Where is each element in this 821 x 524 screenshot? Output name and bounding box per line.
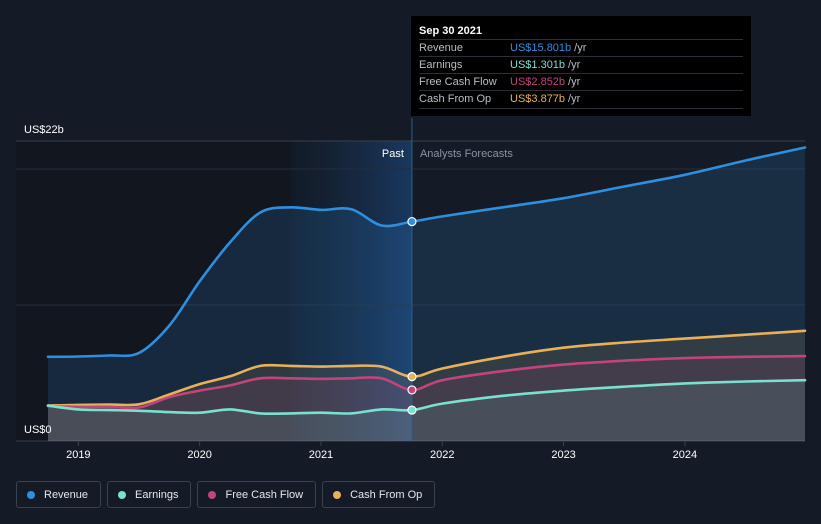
x-tick-label: 2019: [66, 449, 90, 461]
legend-label: Free Cash Flow: [225, 488, 304, 501]
legend-item-free-cash-flow[interactable]: Free Cash Flow: [197, 481, 317, 508]
series-lines: [46, 146, 807, 415]
tooltip-value: US$2.852b/yr: [510, 74, 580, 91]
x-tick-label: 2022: [430, 449, 454, 461]
tooltip-value-cash-from-op: US$3.877b: [510, 93, 566, 105]
free-cash-flow-area: [48, 356, 805, 441]
free-cash-flow-marker: [407, 385, 417, 395]
legend-item-earnings[interactable]: Earnings: [107, 481, 192, 508]
cash-from-op-line: [46, 329, 807, 407]
free-cash-flow-line: [46, 354, 807, 410]
x-axis-ticks: 2019 2020 2021 2022 2023 2024: [66, 441, 697, 461]
legend-label: Cash From Op: [350, 488, 423, 501]
revenue-area: [48, 147, 805, 441]
tooltip-row-revenue: Revenue US$15.801b/yr: [419, 39, 743, 57]
tooltip-label: Cash From Op: [419, 93, 492, 105]
tooltip-row-cash-from-op: Cash From Op US$3.877b/yr: [419, 90, 743, 109]
x-tick-label: 2021: [309, 449, 333, 461]
tooltip-label: Free Cash Flow: [419, 76, 497, 88]
earnings-area: [48, 380, 805, 441]
x-tick-label: 2020: [187, 449, 211, 461]
tooltip-unit: /yr: [568, 59, 581, 71]
x-tick-label: 2024: [673, 449, 697, 461]
forecast-label: Analysts Forecasts: [420, 148, 513, 160]
revenue-marker: [407, 216, 417, 227]
free-cash-flow-dot-icon: [208, 490, 217, 499]
tooltip-value: US$3.877b/yr: [510, 91, 580, 108]
tooltip-value: US$1.301b/yr: [510, 57, 580, 74]
earnings-marker: [407, 405, 417, 415]
revenue-dot-icon: [27, 490, 35, 499]
tooltip-value-earnings: US$1.301b: [510, 59, 566, 71]
tooltip-label: Revenue: [419, 42, 464, 54]
revenue-line: [46, 146, 807, 359]
tooltip-value-free-cash-flow: US$2.852b: [510, 76, 566, 88]
legend-label: Revenue: [44, 488, 89, 501]
tooltip-row-earnings: Earnings US$1.301b/yr: [419, 56, 743, 74]
cash-from-op-dot-icon: [333, 490, 342, 499]
tooltip-unit: /yr: [568, 76, 581, 88]
tooltip-label: Earnings: [419, 59, 463, 71]
series-areas: [48, 147, 805, 441]
tooltip: Sep 30 2021 Revenue US$15.801b/yr Earnin…: [411, 16, 751, 116]
highlight-band: [290, 141, 412, 441]
tooltip-row-free-cash-flow: Free Cash Flow US$2.852b/yr: [419, 73, 743, 91]
tooltip-unit: /yr: [574, 42, 587, 54]
legend: Revenue Earnings Free Cash Flow Cash Fro…: [16, 481, 436, 508]
legend-item-cash-from-op[interactable]: Cash From Op: [322, 481, 436, 508]
x-tick-label: 2023: [551, 449, 575, 461]
legend-item-revenue[interactable]: Revenue: [16, 481, 102, 508]
legend-label: Earnings: [135, 488, 179, 501]
y-axis-bottom-label: US$0: [24, 424, 52, 436]
cash-from-op-marker: [407, 371, 417, 382]
tooltip-markers: [407, 216, 417, 415]
gridlines: [16, 140, 805, 442]
y-axis-top-label: US$22b: [24, 124, 64, 136]
tooltip-date: Sep 30 2021: [419, 25, 482, 37]
tooltip-unit: /yr: [568, 93, 581, 105]
tooltip-value-revenue: US$15.801b: [510, 42, 572, 54]
earnings-line: [46, 378, 807, 415]
past-label: Past: [382, 148, 404, 160]
tooltip-value: US$15.801b/yr: [510, 40, 586, 57]
earnings-dot-icon: [118, 490, 127, 499]
